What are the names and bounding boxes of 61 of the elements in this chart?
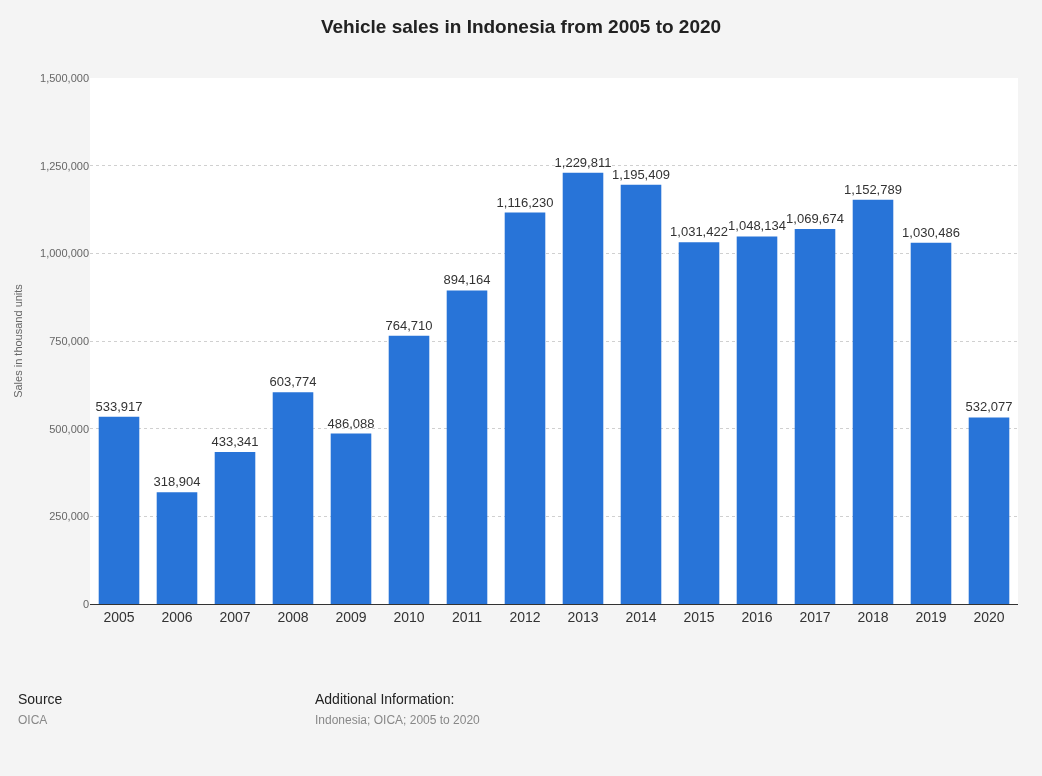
x-tick-label: 2008 — [277, 608, 309, 625]
data-label: 532,077 — [965, 399, 1013, 415]
x-tick-label: 2015 — [683, 608, 715, 625]
y-tick-label: 1,500,000 — [40, 71, 89, 84]
bar — [910, 242, 952, 604]
x-tick-label: 2019 — [915, 608, 947, 625]
x-tick-label: 2010 — [393, 608, 425, 625]
x-tick-label: 2013 — [567, 608, 599, 625]
data-label: 1,116,230 — [496, 194, 554, 210]
text: Source — [18, 691, 63, 707]
bar — [214, 452, 256, 604]
x-tick-label: 2016 — [741, 608, 773, 625]
bar — [330, 433, 372, 604]
text: Additional Information: — [315, 691, 455, 707]
bar — [388, 335, 430, 604]
data-label: 1,152,789 — [844, 181, 902, 197]
bar — [156, 492, 198, 604]
y-tick-label: 500,000 — [49, 422, 89, 435]
data-label: 1,195,409 — [612, 166, 670, 182]
bar — [562, 172, 604, 604]
x-tick-label: 2014 — [625, 608, 657, 625]
text: Indonesia; OICA; 2005 to 2020 — [315, 713, 481, 727]
data-label: 1,229,811 — [554, 154, 612, 170]
y-tick-label: 0 — [82, 597, 89, 610]
x-tick-label: 2007 — [219, 608, 251, 625]
y-tick-label: 1,000,000 — [40, 247, 89, 260]
bar — [272, 392, 314, 604]
bar — [446, 290, 488, 604]
data-label: 894,164 — [443, 272, 491, 288]
data-label: 1,069,674 — [786, 210, 844, 226]
x-tick-label: 2020 — [973, 608, 1005, 625]
data-label: 1,048,134 — [728, 218, 786, 234]
x-tick-label: 2009 — [335, 608, 367, 625]
bar — [678, 242, 720, 604]
bar — [620, 184, 662, 604]
data-label: 486,088 — [327, 415, 375, 431]
data-label: 764,710 — [385, 317, 433, 333]
x-tick-label: 2012 — [509, 608, 541, 625]
bar — [852, 199, 894, 604]
y-tick-label: 1,250,000 — [40, 159, 89, 172]
data-label: 318,904 — [153, 474, 201, 490]
x-tick-label: 2018 — [857, 608, 889, 625]
text: OICA — [18, 713, 48, 727]
bar — [736, 236, 778, 604]
x-tick-label: 2006 — [161, 608, 193, 625]
bar — [968, 417, 1010, 604]
x-tick-label: 2017 — [799, 608, 831, 625]
y-tick-label: 250,000 — [49, 510, 89, 523]
y-axis-title: Sales in thousand units — [11, 283, 24, 398]
data-label: 1,030,486 — [902, 224, 960, 240]
bar — [98, 416, 140, 604]
data-label: 603,774 — [269, 374, 317, 390]
data-label: 533,917 — [95, 398, 143, 414]
data-label: 433,341 — [211, 434, 259, 450]
data-label: 1,031,422 — [670, 224, 728, 240]
chart-title: Vehicle sales in Indonesia from 2005 to 2020 — [320, 15, 722, 37]
y-tick-label: 750,000 — [49, 334, 89, 347]
x-tick-label: 2011 — [451, 608, 483, 625]
x-tick-label: 2005 — [103, 608, 135, 625]
bar — [504, 212, 546, 604]
bar — [794, 228, 836, 604]
